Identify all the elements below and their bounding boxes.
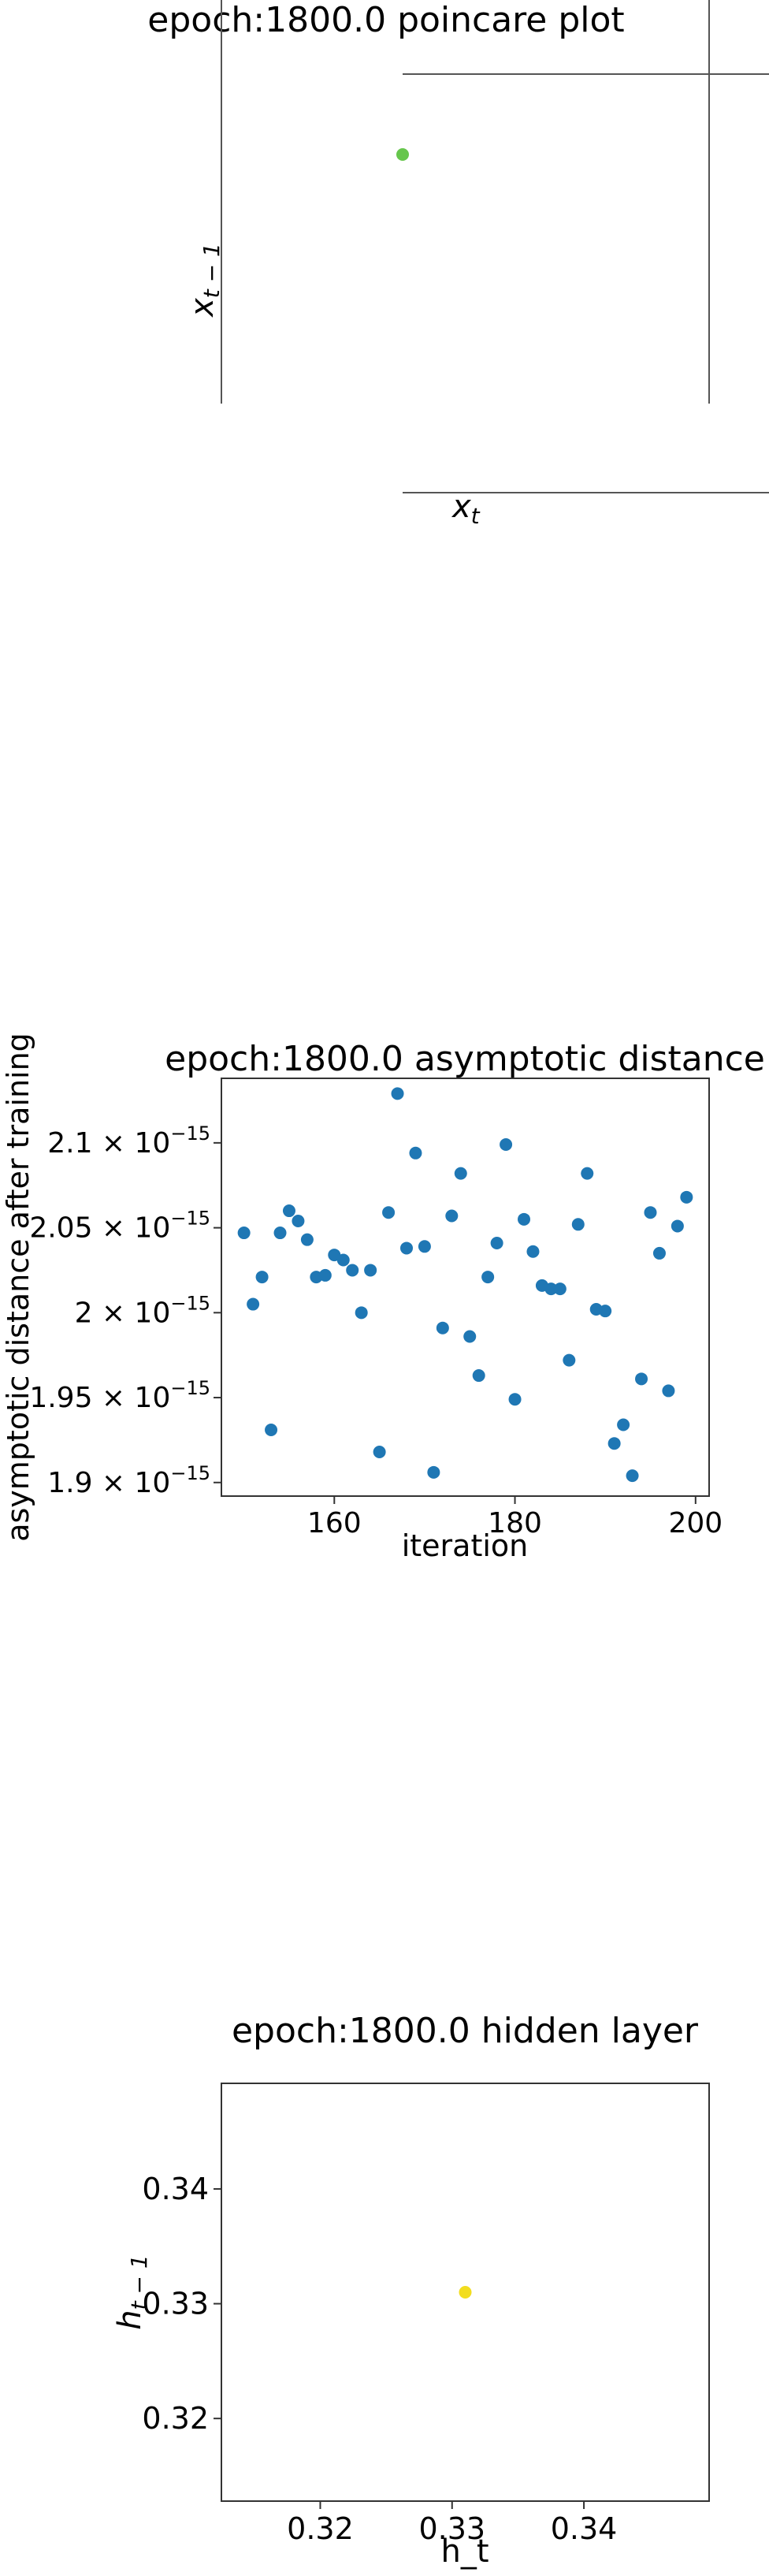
asymptotic-y-tick-label-4: 2.1 × 10−15 — [47, 1122, 210, 1160]
asymptotic-point-18 — [400, 1241, 413, 1254]
asymptotic-point-0 — [238, 1227, 251, 1239]
asymptotic-x-tick-label-2: 200 — [668, 1507, 723, 1539]
asymptotic-point-46 — [653, 1247, 666, 1260]
hidden-x-tick-label-0: 0.32 — [287, 2511, 354, 2546]
asymptotic-point-7 — [301, 1234, 314, 1246]
asymptotic-point-26 — [473, 1369, 485, 1382]
poincare-ylabel: xt − 1 — [184, 243, 225, 318]
asymptotic-point-11 — [337, 1254, 350, 1267]
asymptotic-point-23 — [445, 1210, 458, 1223]
asymptotic-point-20 — [418, 1240, 431, 1253]
asymptotic-point-38 — [581, 1167, 593, 1180]
asymptotic-y-tick-label-0: 1.9 × 10−15 — [47, 1462, 210, 1499]
asymptotic-ylabel: asymptotic distance after training — [1, 1033, 35, 1542]
asymptotic-x-tick-label-0: 160 — [307, 1507, 362, 1539]
asymptotic-y-tick-label-2: 2 × 10−15 — [75, 1292, 210, 1329]
asymptotic-point-32 — [526, 1245, 539, 1258]
asymptotic-xlabel: iteration — [402, 1528, 529, 1563]
asymptotic-point-48 — [671, 1219, 684, 1232]
asymptotic-distance-chart: epoch:1800.0 asymptotic distance 1.9 × 1… — [1, 1033, 765, 1563]
hidden-layer-xlabel: h_t — [440, 2533, 489, 2570]
poincare-point — [396, 148, 409, 161]
asymptotic-point-45 — [644, 1206, 656, 1219]
asymptotic-point-17 — [392, 1087, 404, 1100]
asymptotic-point-43 — [626, 1469, 639, 1482]
asymptotic-point-5 — [283, 1204, 295, 1217]
asymptotic-point-41 — [608, 1437, 621, 1450]
asymptotic-point-21 — [427, 1466, 440, 1479]
asymptotic-point-25 — [463, 1330, 476, 1342]
poincare-xlabel: xt — [451, 489, 481, 529]
asymptotic-point-31 — [518, 1213, 530, 1226]
hidden-layer-y-ticks: 0.32 0.33 0.34 — [142, 2172, 221, 2436]
asymptotic-title: epoch:1800.0 asymptotic distance — [165, 1039, 765, 1079]
asymptotic-point-49 — [680, 1191, 693, 1204]
asymptotic-point-14 — [364, 1264, 377, 1276]
hidden-layer-chart: epoch:1800.0 hidden layer 0.32 0.33 0.34 0… — [112, 2011, 709, 2570]
asymptotic-point-2 — [256, 1271, 269, 1283]
hidden-layer-title: epoch:1800.0 hidden layer — [232, 2011, 699, 2051]
asymptotic-y-tick-label-3: 2.05 × 10−15 — [29, 1208, 210, 1245]
hidden-layer-points — [459, 2286, 472, 2299]
asymptotic-point-22 — [437, 1322, 449, 1335]
hidden-layer-ylabel: ht − 1 — [112, 2254, 152, 2329]
asymptotic-point-15 — [373, 1446, 386, 1458]
asymptotic-point-27 — [481, 1271, 494, 1283]
asymptotic-point-30 — [509, 1393, 522, 1405]
poincare-plot-title: epoch:1800.0 poincare plot — [147, 0, 624, 40]
asymptotic-point-9 — [319, 1269, 332, 1282]
poincare-plot: epoch:1800.0 poincare plot xt − 1 xt — [147, 0, 769, 529]
asymptotic-points — [238, 1087, 693, 1482]
asymptotic-point-3 — [265, 1424, 277, 1436]
asymptotic-point-35 — [554, 1282, 567, 1295]
asymptotic-point-12 — [346, 1264, 358, 1276]
asymptotic-point-19 — [409, 1147, 422, 1160]
asymptotic-point-40 — [599, 1305, 611, 1317]
asymptotic-plot-area — [221, 1078, 709, 1496]
asymptotic-point-24 — [455, 1167, 467, 1180]
asymptotic-y-tick-label-1: 1.95 × 10−15 — [29, 1377, 210, 1414]
asymptotic-point-4 — [274, 1227, 287, 1239]
asymptotic-point-13 — [355, 1306, 368, 1319]
hidden-y-tick-label-1: 0.33 — [142, 2287, 209, 2321]
asymptotic-point-37 — [572, 1218, 585, 1230]
asymptotic-point-29 — [500, 1138, 512, 1151]
hidden-point-0 — [459, 2286, 472, 2299]
hidden-y-tick-label-2: 0.34 — [142, 2172, 209, 2206]
asymptotic-point-6 — [292, 1215, 304, 1227]
asymptotic-point-1 — [247, 1298, 259, 1311]
hidden-x-tick-label-2: 0.34 — [551, 2511, 618, 2546]
asymptotic-point-28 — [491, 1237, 503, 1249]
hidden-y-tick-label-0: 0.32 — [142, 2401, 209, 2436]
asymptotic-point-16 — [382, 1206, 395, 1219]
asymptotic-point-47 — [662, 1384, 674, 1397]
asymptotic-y-ticks: 1.9 × 10−15 1.95 × 10−15 2 × 10−15 2.05 × 1… — [29, 1122, 221, 1499]
asymptotic-point-44 — [635, 1372, 648, 1385]
asymptotic-point-36 — [563, 1354, 575, 1367]
asymptotic-point-42 — [617, 1419, 630, 1431]
